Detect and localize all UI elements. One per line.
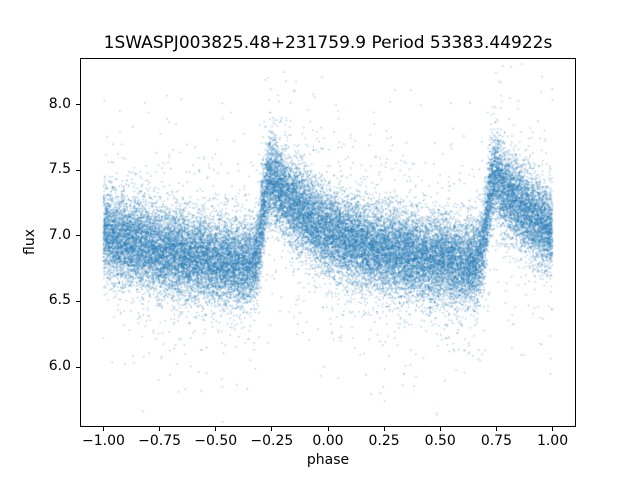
x-tick-mark	[439, 427, 441, 431]
y-tick-label: 7.5	[48, 161, 71, 178]
y-tick-mark	[76, 235, 80, 237]
y-tick-label: 6.5	[48, 292, 71, 309]
plot-area	[80, 58, 576, 427]
x-tick-label: −0.25	[250, 433, 294, 449]
x-axis-label: phase	[306, 452, 350, 468]
x-tick-label: 0.25	[368, 433, 400, 449]
x-tick-label: −0.50	[194, 433, 238, 449]
x-tick-mark	[159, 427, 161, 431]
x-tick-label: −1.00	[82, 433, 125, 449]
x-tick-mark	[215, 427, 217, 431]
y-tick-label: 8.0	[48, 95, 71, 112]
x-tick-mark	[271, 427, 273, 431]
x-tick-mark	[495, 427, 497, 431]
x-tick-mark	[102, 427, 104, 431]
x-tick-label: 1.00	[536, 433, 569, 449]
y-axis-label: flux	[22, 229, 38, 255]
x-tick-mark	[327, 427, 329, 431]
y-tick-label: 6.0	[48, 358, 71, 375]
chart-title: 1SWASPJ003825.48+231759.9 Period 53383.4…	[103, 33, 553, 53]
y-tick-mark	[76, 169, 80, 171]
y-tick-mark	[76, 300, 80, 302]
y-tick-label: 7.0	[48, 226, 71, 243]
x-tick-label: 0.00	[312, 433, 344, 449]
y-tick-mark	[76, 104, 80, 106]
scatter-points-canvas	[81, 59, 575, 426]
y-tick-mark	[76, 366, 80, 368]
x-tick-mark	[552, 427, 554, 431]
x-tick-label: −0.75	[138, 433, 182, 449]
x-tick-label: 0.50	[424, 433, 456, 449]
x-tick-mark	[383, 427, 385, 431]
x-tick-label: 0.75	[480, 433, 512, 449]
